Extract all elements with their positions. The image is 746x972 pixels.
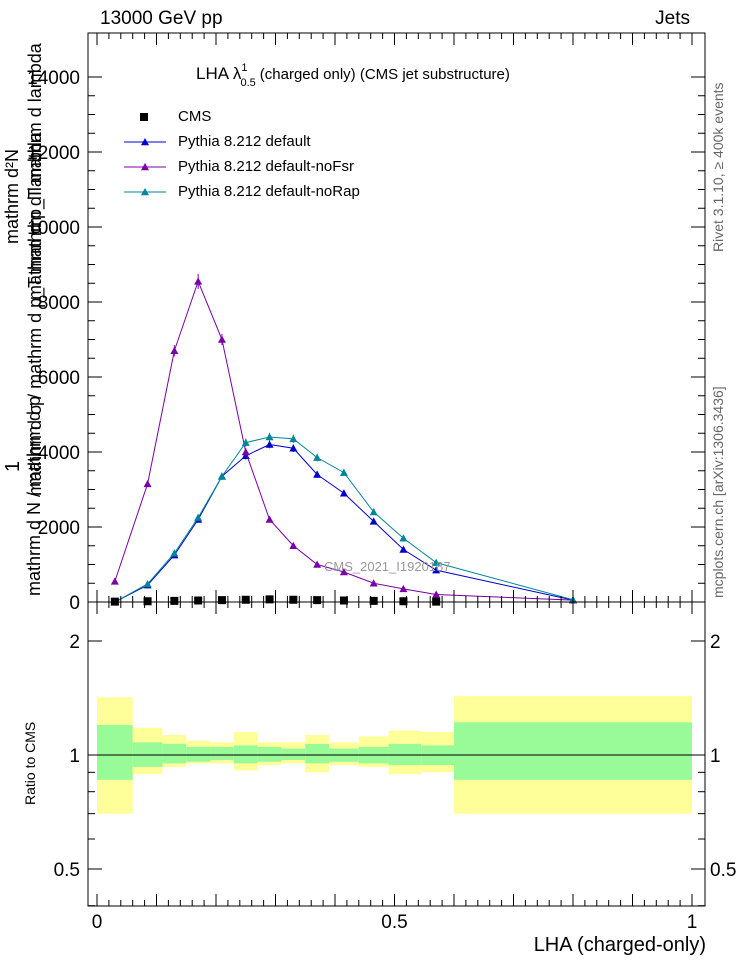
series-point-2-6 [265,433,274,441]
tick-labels: 0 2000 4000 6000 8000 10000 12000 14000 0.5 0.5 1 1… [27,68,736,933]
cms-point-10 [369,596,378,605]
y-tick-label-main-2: 4000 [38,443,80,464]
axes [87,32,706,907]
cms-point-7 [289,595,298,604]
series-point-1-7 [289,541,298,549]
series-line-1 [114,279,574,601]
main-content [110,113,577,606]
series-point-1-8 [313,560,322,568]
y-tick-label-ratio-right-1: 1 [710,746,721,767]
series-point-0-12 [432,566,441,574]
y-tick-label-main-6: 12000 [27,143,80,164]
y-tick-label-ratio-right-2: 2 [710,632,721,653]
series-point-1-2 [170,346,179,354]
series-point-1-5 [241,448,250,456]
ratio-band-inner-6 [257,746,282,762]
y-tick-label-ratio-2: 2 [69,632,80,653]
y-tick-label-ratio-right-0: 0.5 [710,860,736,881]
legend-nofsr: Pythia 8.212 default-noFsr [178,158,354,175]
y-tick-label-main-3: 6000 [38,368,80,389]
series-point-0-6 [265,440,274,448]
series-point-1-11 [399,584,408,593]
series-point-1-3 [194,277,203,285]
y-tick-label-main-1: 2000 [38,518,80,539]
series-point-1-12 [432,590,441,598]
header-right: Jets [655,8,690,29]
chart-title: LHA λ1 0.5 (charged only) (CMS jet substru… [196,62,510,89]
series-point-2-4 [217,472,226,480]
y-tick-label-main-7: 14000 [27,68,80,89]
legend-marker-3 [141,188,149,196]
series-point-2-5 [241,438,250,446]
cms-point-6 [265,595,274,604]
main-frame [87,32,706,603]
series-point-2-11 [399,534,408,542]
series-point-2-9 [339,468,348,476]
series-line-2 [114,436,574,603]
ratio-band-inner-2 [162,743,187,764]
chart-title-sub: 0.5 [240,77,255,89]
chart-title-rest: (charged only) (CMS jet substructure) [260,66,510,83]
series-point-2-8 [313,453,322,461]
series-point-1-4 [217,335,226,343]
chart-title-main: LHA λ [196,64,242,83]
cms-point-8 [313,596,322,605]
y-tick-label-ratio-0: 0.5 [54,860,80,881]
series-line-0 [114,443,574,603]
series-point-0-7 [289,444,298,452]
ratio-band-inner-4 [210,746,234,761]
series-point-1-10 [369,579,378,587]
x-tick-label-0: 0 [92,912,103,933]
series-point-1-9 [339,568,348,576]
series-point-1-0 [110,577,119,585]
series-point-0-8 [313,470,322,478]
cms-point-5 [241,595,250,604]
y-tick-label-ratio-1: 1 [69,746,80,767]
series-point-0-9 [339,489,348,497]
ratio-band-inner-3 [186,746,211,762]
ratio-bands [88,696,705,814]
y-tick-label-main-5: 10000 [27,218,80,239]
x-tick-label-2: 1 [687,912,698,933]
y-tick-label-main-0: 0 [69,593,80,614]
watermark: CMS_2021_I1920187 [324,559,451,574]
series-point-2-2 [170,549,179,557]
x-axis-label: LHA (charged-only) [533,934,706,956]
series-point-0-11 [399,545,408,553]
ratio-band-inner-13 [454,722,692,780]
cms-point-9 [339,596,348,605]
cms-point-4 [217,596,226,605]
ratio-band-inner-8 [305,743,330,764]
x-tick-label-1: 0.5 [381,912,407,933]
cms-point-3 [194,596,203,605]
y-tick-label-main-4: 8000 [38,293,80,314]
cms-point-2 [170,596,179,605]
header-left: 13000 GeV pp [100,8,223,29]
ratio-band-inner-5 [233,745,258,764]
cms-point-1 [143,597,152,606]
series-point-2-1 [143,580,152,588]
series-point-2-7 [289,434,298,443]
legend-cms: CMS [178,108,212,125]
legend-marker-0 [140,113,148,121]
legend-norap: Pythia 8.212 default-noRap [178,183,360,200]
series-point-0-10 [369,517,378,525]
series-point-2-12 [432,558,441,566]
ratio-band-inner-0 [97,725,133,780]
legend-marker-2 [141,163,149,171]
ratio-frame [87,601,706,907]
series-point-1-1 [143,479,152,488]
cms-point-11 [399,597,408,606]
legend-default: Pythia 8.212 default [178,133,311,150]
series-point-1-6 [265,515,274,523]
ratio-band-inner-7 [281,748,306,761]
series-point-2-10 [369,508,378,516]
chart-title-sup: 1 [241,62,247,74]
legend-marker-1 [141,138,149,146]
series-point-2-3 [194,513,203,521]
